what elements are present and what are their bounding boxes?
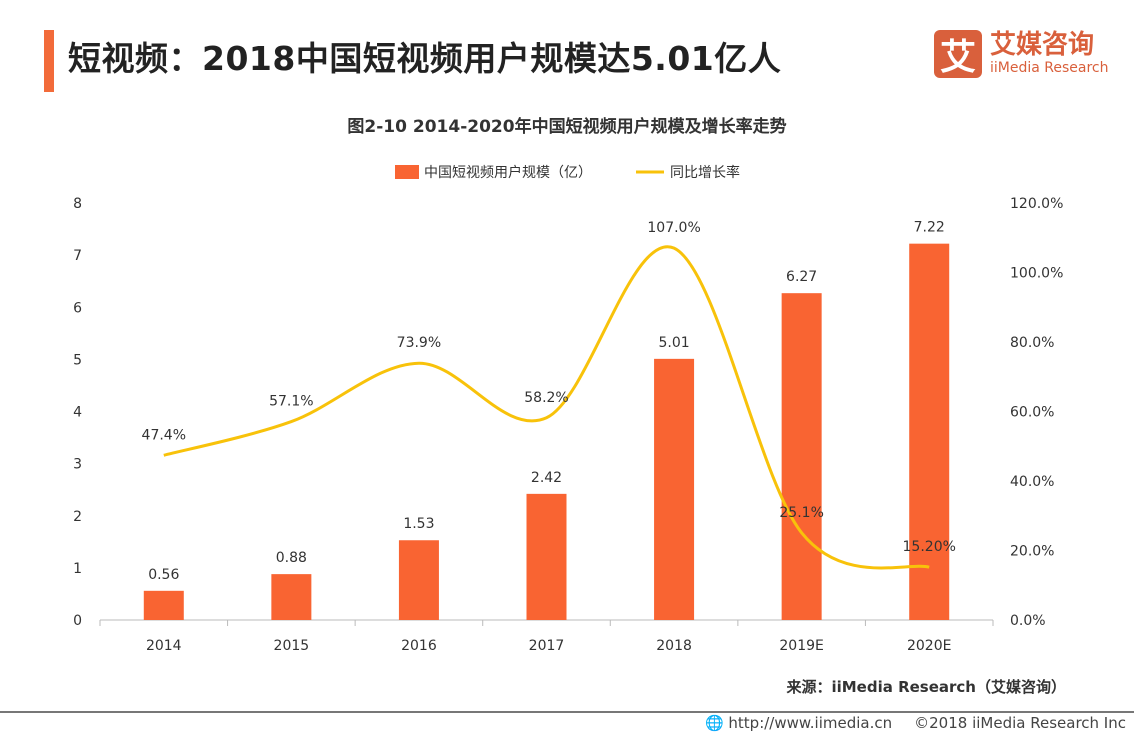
y-right-tick: 0.0%	[1010, 613, 1046, 629]
y-right-tick: 40.0%	[1010, 474, 1054, 490]
x-tick-label: 2019E	[779, 638, 823, 654]
footer: 🌐 http://www.iimedia.cn ©2018 iiMedia Re…	[705, 714, 1126, 732]
bar	[654, 358, 695, 620]
bar-label: 0.88	[276, 550, 307, 566]
bar-label: 7.22	[914, 220, 945, 236]
y-right-tick: 80.0%	[1010, 335, 1054, 351]
growth-line	[163, 245, 930, 570]
logo-mark: 艾	[934, 30, 982, 78]
x-tick-label: 2014	[146, 638, 182, 654]
line-label: 57.1%	[269, 394, 313, 410]
logo-cn: 艾媒咨询	[990, 30, 1095, 60]
bar	[909, 243, 950, 620]
y-left-tick: 4	[73, 405, 82, 421]
legend-label-line: 同比增长率	[670, 164, 740, 181]
logo: 艾 艾媒咨询 iiMedia Research	[934, 30, 1109, 78]
line-label: 58.2%	[524, 390, 568, 406]
y-left-tick: 3	[73, 457, 82, 473]
y-right-tick: 120.0%	[1010, 196, 1063, 212]
y-left-tick: 5	[73, 352, 82, 368]
bar	[781, 293, 822, 620]
y-right-tick: 100.0%	[1010, 266, 1063, 282]
y-left-tick: 2	[73, 509, 82, 525]
x-tick-label: 2020E	[907, 638, 951, 654]
legend-label-bar: 中国短视频用户规模（亿）	[424, 164, 592, 181]
title-accent-bar	[44, 30, 54, 92]
line-label: 107.0%	[647, 220, 700, 236]
bar	[271, 574, 312, 620]
y-left-tick: 7	[73, 248, 82, 264]
y-right-tick: 20.0%	[1010, 544, 1054, 560]
line-label: 73.9%	[397, 335, 441, 351]
bar	[398, 540, 439, 620]
globe-icon: 🌐	[704, 714, 724, 732]
bar-label: 1.53	[403, 516, 434, 532]
footer-url[interactable]: http://www.iimedia.cn	[728, 714, 893, 732]
bar-label: 5.01	[658, 335, 689, 351]
logo-en: iiMedia Research	[990, 60, 1109, 76]
y-left-tick: 8	[73, 196, 82, 212]
bar-label: 0.56	[148, 567, 179, 583]
bar-label: 2.42	[531, 470, 562, 486]
footer-divider	[0, 711, 1134, 713]
x-tick-label: 2016	[401, 638, 437, 654]
line-label: 25.1%	[779, 505, 823, 521]
y-left-tick: 6	[73, 300, 82, 316]
x-tick-label: 2017	[529, 638, 565, 654]
page-title: 短视频：2018中国短视频用户规模达5.01亿人	[68, 39, 782, 78]
y-left-tick: 0	[73, 613, 82, 629]
bar	[143, 590, 184, 620]
footer-copyright: ©2018 iiMedia Research Inc	[914, 714, 1126, 732]
line-label: 47.4%	[142, 427, 186, 443]
bar-label: 6.27	[786, 269, 817, 285]
chart-title: 图2-10 2014-2020年中国短视频用户规模及增长率走势	[347, 117, 787, 137]
y-right-tick: 60.0%	[1010, 405, 1054, 421]
source-note: 来源：iiMedia Research（艾媒咨询）	[786, 678, 1066, 696]
y-left-tick: 1	[73, 561, 82, 577]
bar	[526, 493, 567, 620]
x-tick-label: 2015	[274, 638, 310, 654]
legend-swatch-bar	[395, 165, 419, 179]
x-tick-label: 2018	[656, 638, 692, 654]
line-label: 15.20%	[903, 539, 956, 555]
